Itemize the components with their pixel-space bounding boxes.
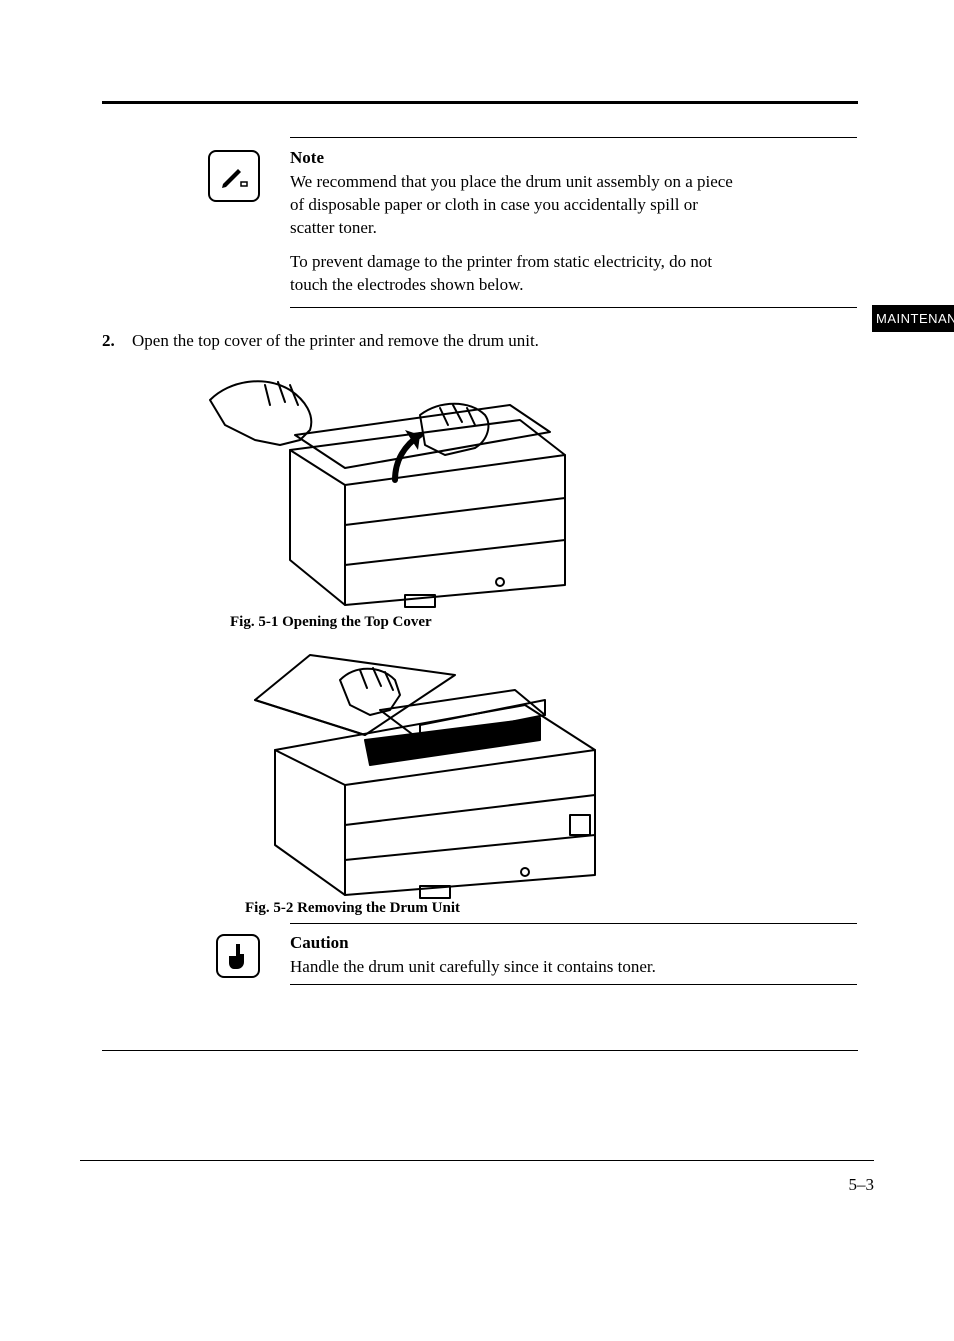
rule-note-bottom [290,307,857,308]
caution-body: Handle the drum unit carefully since it … [290,957,860,977]
note-line-5: touch the electrodes shown below. [290,275,860,295]
section-tab-label: MAINTENANCE [876,311,954,326]
rule-note-top [290,137,857,138]
page-number: 5–3 [849,1175,875,1195]
rule-top [102,101,858,104]
note-line-1: We recommend that you place the drum uni… [290,172,860,192]
figure-remove-drum-unit [195,640,615,900]
note-line-3: scatter toner. [290,218,860,238]
note-line-4: To prevent damage to the printer from st… [290,252,860,272]
pointing-hand-icon [226,942,250,970]
step-2-number: 2. [102,331,115,351]
rule-footer [80,1160,874,1161]
note-line-2: of disposable paper or cloth in case you… [290,195,860,215]
pen-note-icon [218,160,250,192]
caution-icon-box [216,934,260,978]
figure-1-caption: Fig. 5-1 Opening the Top Cover [230,614,432,631]
section-tab-maintenance: MAINTENANCE [872,305,954,332]
step-2-text: Open the top cover of the printer and re… [132,331,862,351]
rule-caution-top [290,923,857,924]
rule-bottom [102,1050,858,1051]
figure-open-top-cover [170,360,600,610]
caution-heading: Caution [290,933,349,953]
page: MAINTENANCE Note We recommend that you p… [0,0,954,1341]
figure-2-caption: Fig. 5-2 Removing the Drum Unit [245,900,460,917]
note-icon-box [208,150,260,202]
rule-caution-bottom [290,984,857,985]
note-heading: Note [290,148,324,168]
